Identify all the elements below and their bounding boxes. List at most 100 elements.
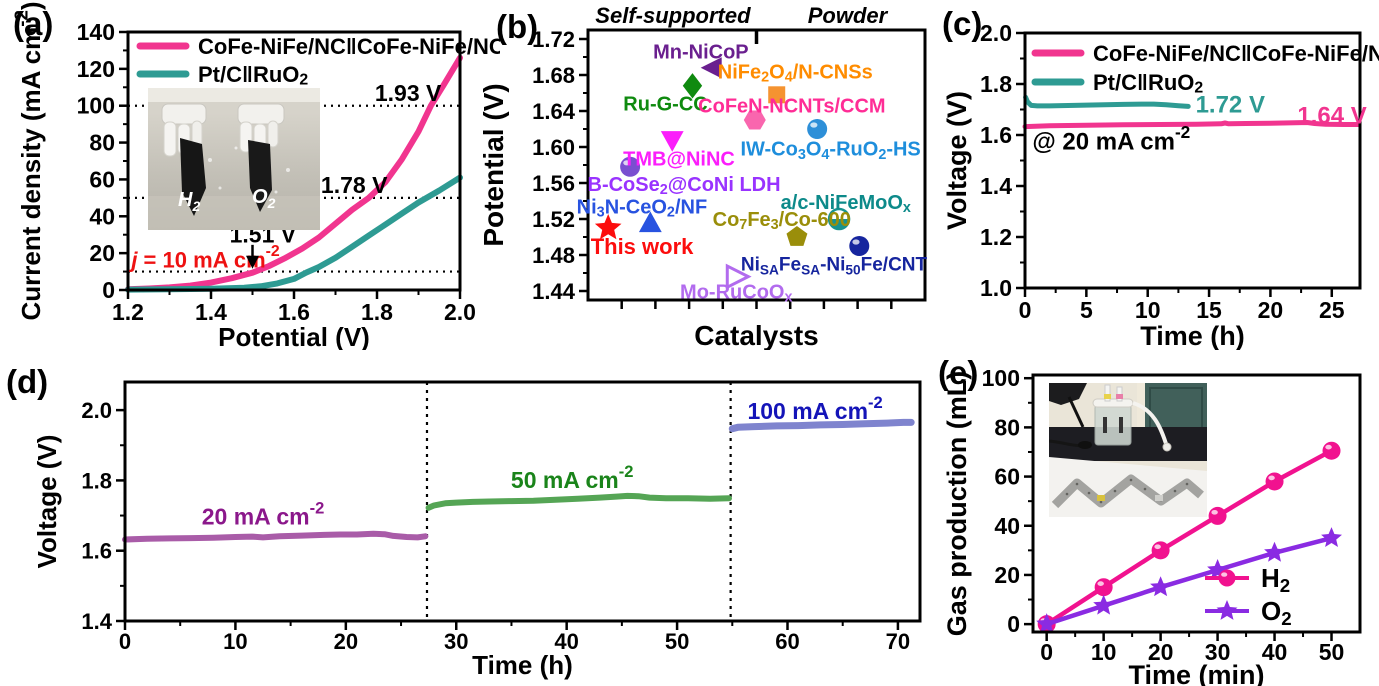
x-tick-label: 1.4: [195, 299, 227, 325]
label-nisa-fesa-ni50fe-cnt: NiSAFeSA-Ni50Fe/CNT: [741, 254, 928, 277]
point-ac-nifemoox: [827, 207, 851, 231]
x-tick-label: 30: [444, 629, 468, 654]
legend-label: Pt/C‖RuO2: [1093, 70, 1203, 97]
panel-e-letter: (e): [938, 354, 979, 391]
series-line: [125, 174, 463, 293]
o2-label: O2: [252, 186, 276, 211]
x-tick-label: 20: [334, 629, 358, 654]
x-tick-label: 10: [223, 629, 247, 654]
electrolyzer-photo-inset: H2 O2: [148, 88, 320, 230]
o2-electrode: [248, 140, 272, 212]
x-tick-label: 1.8: [361, 299, 393, 325]
y-tick-label: 1.6: [980, 122, 1012, 148]
label-1.78V: 1.78 V: [321, 172, 388, 198]
y-tick-label: 1.68: [532, 63, 575, 88]
panel-d-letter: (d): [6, 363, 49, 400]
panel-b-chart: Catalysts 1.44 1.48 1.52 1.56 1.60 1.64 1.68 1.7…: [478, 3, 928, 350]
device-photo-inset: [1049, 383, 1207, 517]
legend-marker: [1218, 569, 1236, 587]
x-tick-label: 0: [1019, 297, 1032, 323]
y-tick-label: 1.4: [980, 173, 1012, 199]
x-tick-label: 5: [1080, 297, 1093, 323]
series-line: [122, 530, 429, 543]
point-b-cose2-coni-ldh: [620, 156, 641, 177]
series-line: [1022, 120, 1362, 130]
label-1.72V: 1.72 V: [1196, 91, 1265, 118]
y-axis-title: Potential (V): [478, 83, 509, 246]
data-point: [1322, 441, 1341, 460]
point-iw-co3o4-ruo2-hs: [807, 119, 828, 139]
data-point: [1264, 541, 1285, 562]
panel-c-letter: (c): [942, 5, 983, 42]
point-mn-nicop: [700, 57, 722, 79]
legend-label: CoFe-NiFe/NC‖CoFe-NiFe/NC: [1093, 41, 1379, 66]
y-tick-label: 1.8: [81, 468, 112, 493]
x-tick-label: 20: [1258, 297, 1284, 323]
y-axis-title: Gas production (mL): [942, 371, 972, 637]
x-axis: Catalysts: [620, 30, 893, 350]
beaker: [1092, 384, 1134, 446]
y-tick-label: 60: [994, 464, 1020, 490]
plot-frame: [1031, 373, 1362, 634]
glass-ring: [148, 102, 320, 112]
y-tick-label: 1.8: [980, 71, 1012, 97]
y-tick-label: 40: [994, 513, 1020, 539]
y-tick-label: 1.64: [532, 99, 576, 124]
y-tick-label: 140: [77, 19, 115, 45]
yellow-clip: [1097, 495, 1105, 501]
x-tick-label: 1.6: [278, 299, 310, 325]
x-axis: 0 5 10 15 20 25 Time (h): [1019, 288, 1345, 350]
label-1.93V: 1.93 V: [375, 80, 442, 106]
series-line: [728, 418, 915, 433]
x-axis-title: Time (h): [472, 650, 573, 680]
panel-e-chart: 0 10 20 30 40 50 Time (min) 0 20 40 60 80 100 Gas pro…: [942, 365, 1362, 686]
panel-a-letter: (a): [13, 5, 54, 42]
point-this-work: [594, 214, 622, 240]
label-j10: j = 10 mA cm-2: [128, 242, 280, 272]
label-100ma: 100 mA cm-2: [747, 392, 882, 424]
panel-c-chart: 0 5 10 15 20 25 Time (h) 1.0 1.2 1.4 1.6 1.8 2.0 Volt…: [942, 20, 1379, 350]
y-tick-label: 120: [77, 56, 115, 82]
white-tube: [1132, 401, 1169, 448]
x-tick-label: 70: [886, 629, 910, 654]
y-tick-label: 40: [89, 203, 115, 229]
plot-frame: [123, 380, 922, 623]
label-b-cose2-coni-ldh: B-CoSe2@CoNi LDH: [588, 174, 781, 198]
panel-b-letter: (b): [496, 8, 539, 45]
label-nife2o4-n-cnss: NiFe2O4/N-CNSs: [718, 61, 873, 85]
legend: CoFe-NiFe/NC‖CoFe-NiFe/NC Pt/C‖RuO2: [1031, 41, 1379, 97]
x-tick-label: 40: [1262, 639, 1288, 665]
label-ni3n-ceo2-nf: Ni3N-CeO2/NF: [577, 196, 707, 220]
x-axis-title: Catalysts: [694, 320, 819, 350]
legend: CoFe-NiFe/NC‖CoFe-NiFe/NC Pt/C‖RuO2: [136, 34, 500, 88]
clamp-silhouette: [1049, 383, 1087, 405]
label-mo-rucoox: Mo-RuCoOx: [680, 281, 792, 305]
data-point: [1093, 594, 1115, 615]
y-tick-label: 1.0: [980, 275, 1012, 301]
panel-a-chart: 1.2 1.4 1.6 1.8 2.0 Potential (V) 0 20 40 60 80 100…: [10, 1, 500, 350]
panel-b-catalyst-comparison: (b) Catalysts 1.44 1.48 1.52 1.56 1.60 1.64 1.6…: [460, 0, 940, 350]
y-axis: 1.0 1.2 1.4 1.6 1.8 2.0 Voltage (V): [942, 20, 1025, 301]
y-tick-label: 0: [102, 277, 115, 303]
y-tick-label: 60: [89, 166, 115, 192]
point-nife2o4-n-cnss: [768, 86, 786, 104]
x-axis-title: Time (min): [1128, 660, 1264, 686]
series-line: [1023, 94, 1191, 109]
legend-marker: [1216, 600, 1238, 620]
y-axis: 0 20 40 60 80 100 120 140 Current density (mA cm…: [10, 1, 128, 321]
label-this-work: This work: [591, 234, 694, 259]
panel-d-chart: 0 10 20 30 40 50 60 70 Time (h) 1.4 1.6 1.8 2.0 Volta…: [32, 380, 922, 680]
y-tick-label: 1.48: [532, 243, 575, 268]
y-axis: 1.4 1.6 1.8 2.0 Voltage (V): [32, 398, 125, 634]
x-tick-label: 0: [1040, 639, 1053, 665]
x-tick-label: 2.0: [444, 299, 476, 325]
label-tmb-ninc: TMB@NiNC: [623, 149, 735, 171]
y-axis-title: Voltage (V): [32, 435, 62, 569]
y-tick-label: 1.6: [81, 538, 112, 563]
liquid-band: [148, 196, 320, 230]
data-point: [1321, 527, 1342, 547]
x-tick-label: 1.2: [112, 299, 144, 325]
x-tick-label: 60: [775, 629, 799, 654]
point-cofen-ncnts-ccm: [743, 110, 766, 130]
label-at-20ma: @ 20 mA cm-2: [1032, 122, 1190, 155]
